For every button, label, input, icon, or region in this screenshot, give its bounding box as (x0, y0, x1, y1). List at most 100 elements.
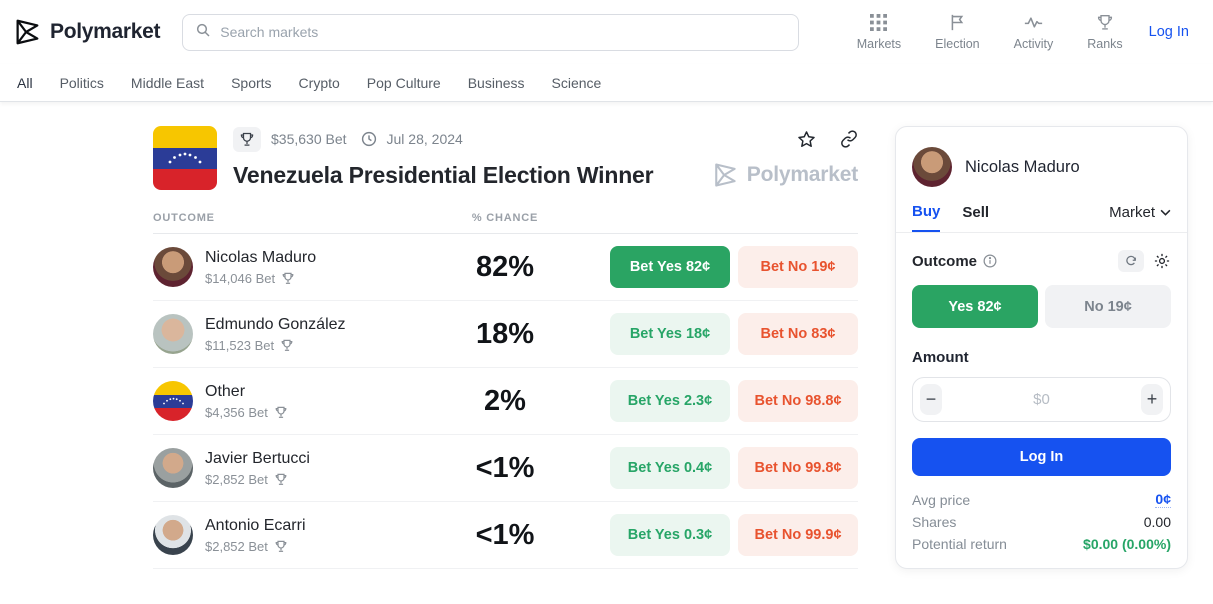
nav-activity-label: Activity (1013, 36, 1054, 51)
avatar-flag (153, 381, 193, 421)
polymarket-logo-icon (12, 17, 42, 47)
trophy-mini-icon (275, 540, 287, 552)
order-type-dropdown[interactable]: Market (1109, 204, 1171, 231)
bet-yes-button[interactable]: Bet Yes 2.3¢ (610, 380, 730, 422)
avg-price-value[interactable]: 0¢ (1155, 491, 1171, 508)
category-nav: All Politics Middle East Sports Crypto P… (0, 64, 1213, 102)
watermark-label: Polymarket (746, 163, 858, 186)
shares-value: 0.00 (1143, 514, 1171, 530)
login-link[interactable]: Log In (1148, 24, 1189, 40)
market-date: Jul 28, 2024 (386, 131, 463, 147)
outcome-name[interactable]: Nicolas Maduro (205, 248, 317, 266)
outcome-name[interactable]: Antonio Ecarri (205, 516, 306, 534)
bet-no-button[interactable]: Bet No 99.9¢ (738, 514, 858, 556)
trophy-mini-icon (275, 406, 287, 418)
bet-no-button[interactable]: Bet No 98.8¢ (738, 380, 858, 422)
potential-return-value: $0.00 (0.00%) (1083, 536, 1171, 552)
page-title: Venezuela Presidential Election Winner (233, 161, 654, 188)
outcome-name[interactable]: Edmundo González (205, 315, 346, 333)
table-header: OUTCOME % CHANCE (153, 212, 858, 234)
amount-input-group: − + (912, 377, 1171, 422)
venezuela-flag-image (153, 126, 217, 190)
bet-yes-button[interactable]: Bet Yes 0.4¢ (610, 447, 730, 489)
polymarket-logo[interactable]: Polymarket (12, 17, 161, 47)
trophy-icon (1097, 14, 1113, 34)
amount-label: Amount (912, 349, 969, 366)
cat-politics[interactable]: Politics (59, 74, 104, 91)
chance-value: 18% (475, 317, 535, 350)
bet-yes-button[interactable]: Bet Yes 18¢ (610, 313, 730, 355)
chevron-down-icon (1160, 209, 1171, 216)
bet-no-button[interactable]: Bet No 99.8¢ (738, 447, 858, 489)
gear-icon[interactable] (1153, 252, 1171, 270)
outcome-name[interactable]: Javier Bertucci (205, 449, 310, 467)
cat-business[interactable]: Business (467, 74, 525, 91)
trophy-badge-icon (233, 126, 261, 152)
bet-no-button[interactable]: Bet No 83¢ (738, 313, 858, 355)
trophy-mini-icon (282, 272, 294, 284)
polymarket-watermark: Polymarket (711, 161, 858, 189)
amount-input[interactable] (942, 391, 1141, 408)
cat-all[interactable]: All (17, 74, 33, 91)
cat-middle-east[interactable]: Middle East (130, 74, 205, 91)
nav-markets[interactable]: Markets (856, 13, 902, 51)
decrement-button[interactable]: − (920, 384, 942, 415)
bet-yes-button[interactable]: Bet Yes 82¢ (610, 246, 730, 288)
col-chance-label: % CHANCE (471, 212, 539, 224)
table-row: Nicolas Maduro $14,046 Bet 82% Bet Yes 8… (153, 234, 858, 301)
increment-button[interactable]: + (1141, 384, 1163, 415)
row-bet-amount: $2,852 Bet (205, 538, 268, 554)
table-row: Antonio Ecarri $2,852 Bet <1% Bet Yes 0.… (153, 502, 858, 569)
nav-markets-label: Markets (856, 36, 902, 51)
table-row: Javier Bertucci $2,852 Bet <1% Bet Yes 0… (153, 435, 858, 502)
activity-icon (1024, 14, 1043, 34)
avg-price-label: Avg price (912, 491, 971, 508)
avatar (153, 314, 193, 354)
buy-sell-tabs: Buy Sell Market (896, 203, 1187, 233)
no-button[interactable]: No 19¢ (1045, 285, 1171, 328)
nav-ranks[interactable]: Ranks (1087, 14, 1123, 51)
outcome-section-label: Outcome (912, 252, 978, 270)
cat-pop-culture[interactable]: Pop Culture (366, 74, 441, 91)
order-type-value: Market (1109, 204, 1155, 221)
clock-icon (361, 131, 377, 147)
yes-button[interactable]: Yes 82¢ (912, 285, 1038, 328)
chance-value: <1% (475, 451, 535, 484)
favorite-star-icon[interactable] (797, 130, 816, 149)
selected-outcome-name: Nicolas Maduro (965, 157, 1080, 176)
grid-icon (870, 13, 888, 34)
share-link-icon[interactable] (840, 130, 858, 148)
info-icon (983, 254, 997, 268)
nav-activity[interactable]: Activity (1013, 14, 1054, 51)
cat-crypto[interactable]: Crypto (298, 74, 340, 91)
bet-yes-button[interactable]: Bet Yes 0.3¢ (610, 514, 730, 556)
bet-no-button[interactable]: Bet No 19¢ (738, 246, 858, 288)
avatar (153, 247, 193, 287)
row-bet-amount: $14,046 Bet (205, 270, 276, 286)
nav-ranks-label: Ranks (1087, 36, 1123, 51)
flag-icon (949, 14, 966, 34)
trophy-mini-icon (275, 473, 287, 485)
login-button[interactable]: Log In (912, 438, 1171, 476)
tab-buy[interactable]: Buy (912, 203, 941, 232)
search-input[interactable] (220, 24, 787, 40)
top-bar: Polymarket Markets Election Activity (0, 0, 1213, 64)
table-row: Edmundo González $11,523 Bet 18% Bet Yes… (153, 301, 858, 368)
chance-value: <1% (475, 518, 535, 551)
tab-sell[interactable]: Sell (962, 204, 990, 221)
market-header: $35,630 Bet Jul 28, 2024 Venezuela Presi… (153, 126, 858, 190)
refresh-icon[interactable] (1118, 250, 1144, 272)
cat-science[interactable]: Science (551, 74, 602, 91)
order-summary: Avg price 0¢ Shares 0.00 Potential retur… (912, 491, 1171, 552)
chance-value: 2% (484, 384, 526, 417)
nav-election[interactable]: Election (935, 14, 980, 51)
search-icon (195, 22, 211, 43)
chance-value: 82% (475, 250, 535, 283)
search-bar[interactable] (182, 13, 800, 51)
brand-name: Polymarket (50, 20, 161, 43)
outcome-name[interactable]: Other (205, 382, 246, 400)
cat-sports[interactable]: Sports (231, 74, 272, 91)
row-bet-amount: $11,523 Bet (205, 337, 275, 353)
potential-return-label: Potential return (912, 536, 1007, 552)
row-bet-amount: $4,356 Bet (205, 404, 268, 420)
